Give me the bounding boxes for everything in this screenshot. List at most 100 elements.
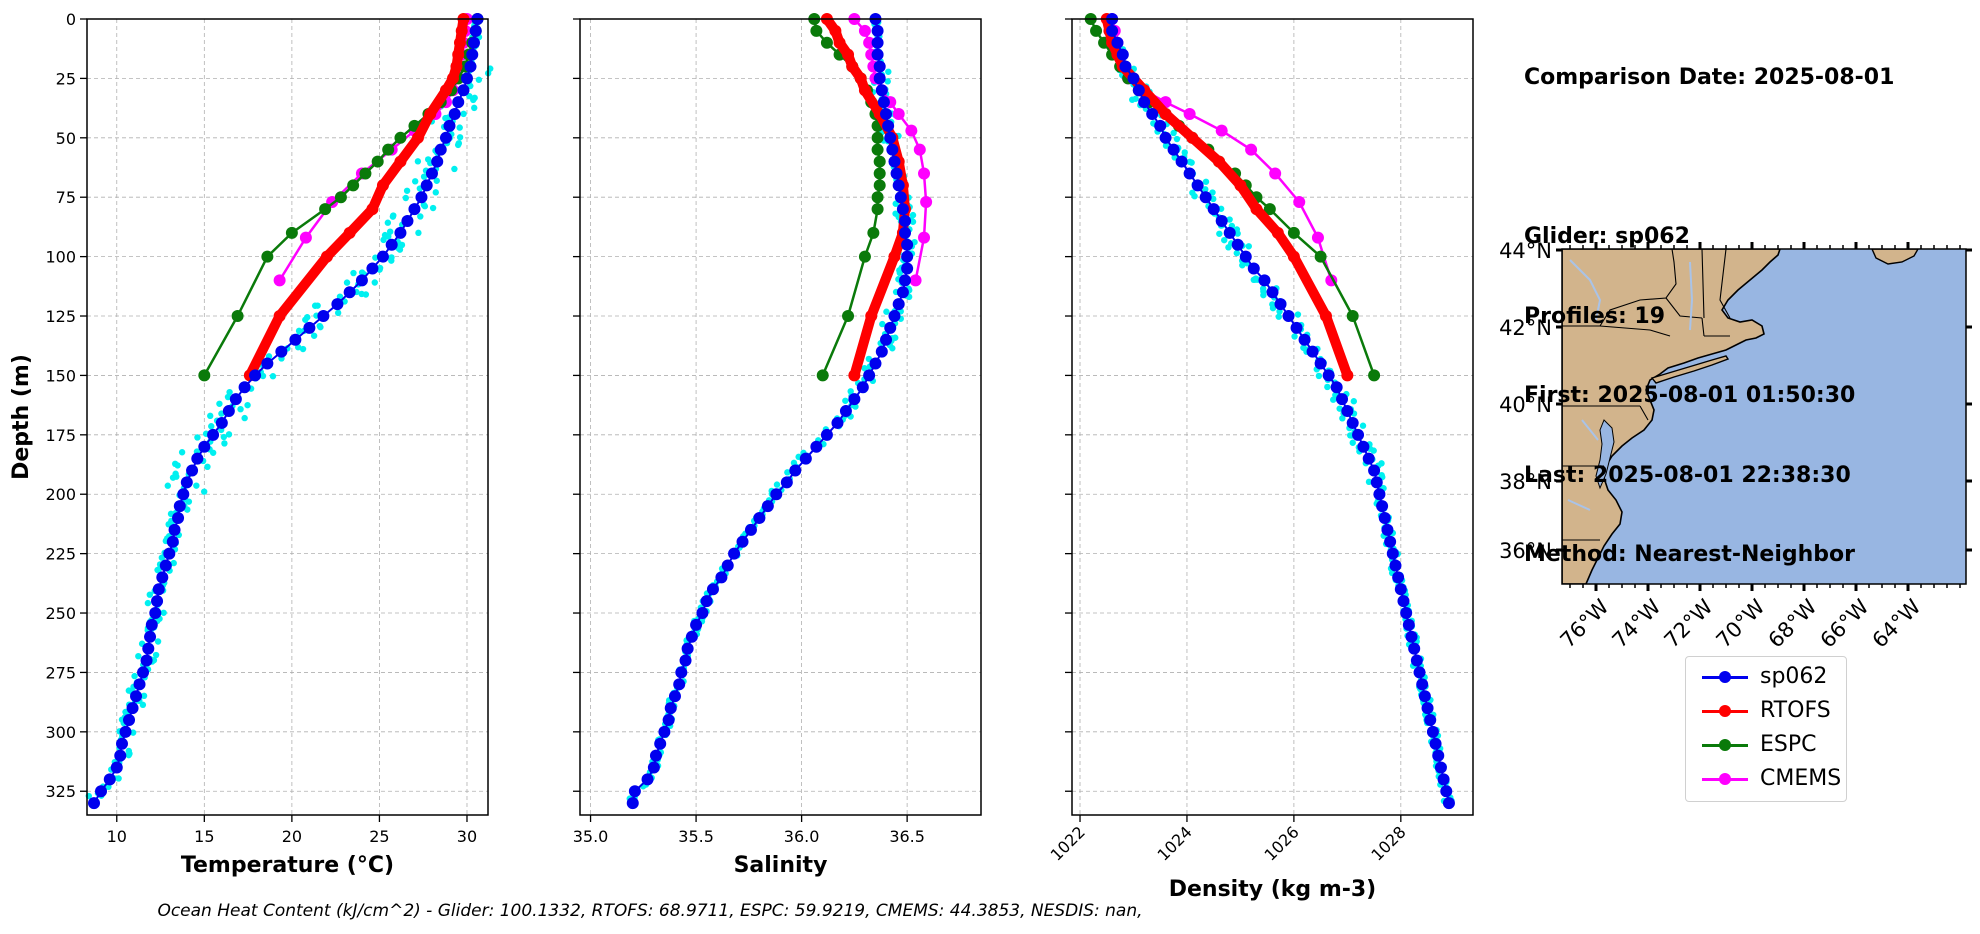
data-point [1154,119,1167,132]
glider-point [173,473,180,480]
data-point [679,654,692,667]
data-point [119,725,132,738]
glider-point [784,469,791,476]
glider-point [144,599,152,607]
glider-point [1349,439,1356,446]
data-point [810,24,823,37]
series-sp062-density [1106,13,1455,810]
data-point [871,203,884,216]
glider-point [1216,230,1223,237]
data-point [149,607,162,620]
glider-point [1170,129,1177,137]
legend-entry-espc: ESPC [1694,731,1842,759]
last-time: Last: 2025-08-01 22:38:30 [1524,462,1851,488]
data-point [1215,124,1228,137]
data-point [1434,761,1447,774]
data-point [137,666,150,679]
map-chesapeake [1595,419,1615,490]
glider-point [140,692,148,700]
y-tick-label: 150 [45,366,76,385]
x-tick-label: 1022 [1047,822,1089,864]
data-point [918,167,931,180]
map-land-long-island [1650,355,1730,384]
data-point [854,72,867,85]
glider-point [415,229,422,237]
data-point [382,143,395,156]
glider-point [220,433,228,441]
data-point [198,440,211,453]
glider-point [171,460,179,468]
data-point [918,231,931,244]
data-point [299,231,312,244]
data-point [871,131,884,144]
data-point [820,428,833,441]
data-point [415,191,428,204]
data-point [871,48,884,61]
glider-point [125,747,132,755]
glider-point [207,412,214,420]
glider-point [1245,243,1252,250]
data-point [103,773,116,786]
glider-point [184,506,191,513]
data-point [877,96,890,109]
glider-point [883,308,890,315]
data-point [1405,630,1418,643]
data-point [816,369,829,382]
glider-point [216,400,223,407]
glider-point [456,134,464,141]
glider-point [1346,432,1354,439]
data-point [662,713,675,726]
legend: sp062 RTOFS ESPC CMEMS [1685,656,1847,802]
data-point [145,618,158,631]
data-point [1373,488,1386,501]
data-point [1402,618,1415,631]
data-point [888,250,901,263]
glider-point [909,218,917,225]
glider-point [773,481,781,488]
glider-point [237,405,244,413]
data-point [1199,191,1212,204]
data-point [871,24,884,37]
data-point [273,274,286,287]
plot-frame [579,18,982,816]
data-point [728,547,741,560]
x-tick-label: 1026 [1260,822,1302,864]
data-point [1418,690,1431,703]
data-point [848,369,861,382]
data-point [1322,369,1335,382]
data-point [901,238,914,251]
glider-point [475,76,483,83]
spacer-line [1524,145,1894,172]
x-tick-label: 1024 [1154,822,1196,864]
map-lon-label: 72°W [1660,594,1718,652]
profile-plots: 0 25 50 75 100 125 150 175 200 225 250 275 300 325 10 1… [9,10,1474,902]
data-point [1408,642,1421,655]
data-point [273,310,286,323]
glider-point [125,687,133,694]
data-point [875,84,888,97]
data-point [1311,231,1324,244]
panel-salinity: 35.0 35.5 36.0 36.5 Salinity [573,13,982,878]
map-state-borders [1562,249,1731,541]
data-point [355,274,368,287]
data-point [1287,250,1300,263]
data-point [1191,179,1204,192]
glider-point [879,320,886,328]
data-point [411,131,424,144]
glider-point [310,332,318,339]
data-point [1231,238,1244,251]
data-point [466,48,479,61]
data-point [1159,108,1172,121]
data-point [1410,654,1423,667]
data-point [706,583,719,596]
glider-point [131,672,138,680]
data-point [1330,381,1343,394]
data-point [261,250,274,263]
data-point [166,535,179,548]
data-point [1250,203,1263,216]
data-point [1159,131,1172,144]
data-point [1416,678,1429,691]
y-tick-label: 100 [45,248,76,267]
data-point [899,274,912,287]
glider-point [129,729,137,736]
